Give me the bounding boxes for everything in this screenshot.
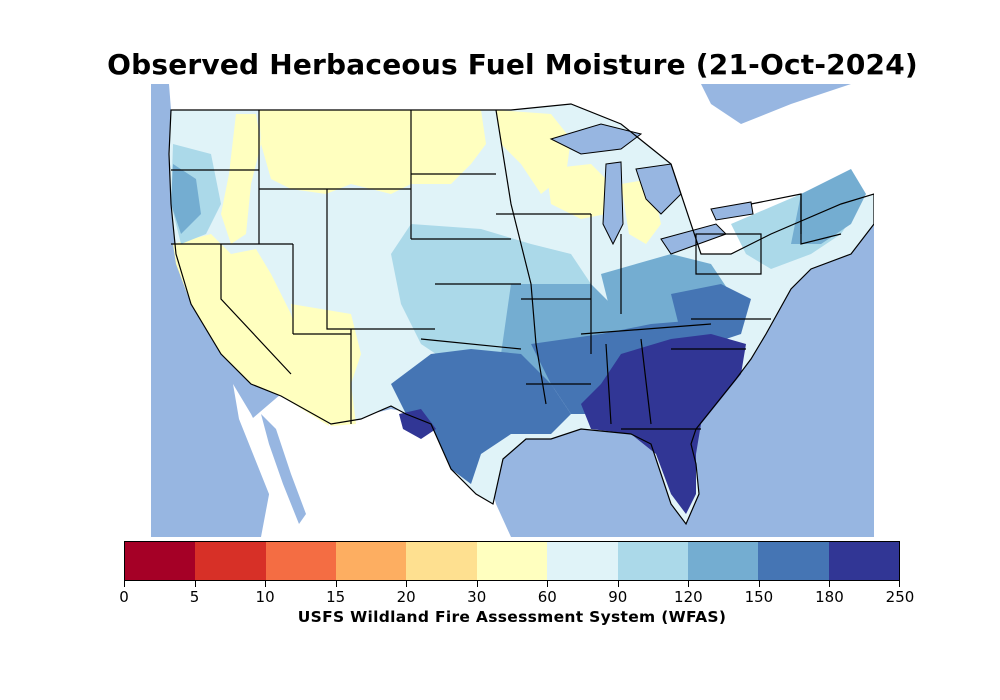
lake-huron: [635, 163, 682, 215]
colorbar-tick-mark: [899, 581, 900, 587]
region-texas-wettest: [399, 409, 436, 439]
colorbar-tick-label: 10: [255, 588, 275, 606]
colorbar-tick-mark: [829, 581, 831, 587]
baja-land: [233, 384, 301, 537]
region-new-england: [791, 169, 866, 244]
line-ok-tx: [420, 338, 522, 350]
colorbar-tick-mark: [335, 581, 337, 587]
region-wisconsin-dry: [546, 164, 611, 219]
colorbar-tick-label: 60: [537, 588, 557, 606]
colorbar-tick-mark: [617, 581, 619, 587]
colorbar-caption: USFS Wildland Fire Assessment System (WF…: [297, 608, 727, 626]
colorbar-segment: [406, 542, 477, 580]
colorbar-tick-mark: [547, 581, 549, 587]
line-mississippi: [495, 109, 547, 405]
colorbar-tick-label: 250: [885, 588, 915, 606]
colorbar-segment: [476, 542, 548, 580]
line-ky-tn: [580, 323, 712, 335]
colorbar-segment: [687, 542, 759, 580]
lake-ontario: [710, 201, 754, 221]
colorbar-segment: [758, 542, 829, 580]
us-map: [151, 84, 874, 537]
colorbar-tick-mark: [406, 581, 408, 587]
colorbar-tick-label: 120: [674, 588, 703, 606]
colorbar-segment: [195, 542, 266, 580]
region-southeast-wettest: [581, 334, 746, 514]
colorbar-segment: [547, 542, 618, 580]
colorbar-tick-mark: [194, 581, 196, 587]
colorbar-segment: [617, 542, 688, 580]
colorbar-tick-mark: [476, 581, 478, 587]
line-al-ga: [640, 338, 652, 425]
colorbar-tick-label: 180: [815, 588, 844, 606]
lake-superior: [549, 123, 643, 155]
region-texas-wet: [391, 349, 571, 484]
line-wy-co: [326, 189, 435, 330]
colorbar-tick-mark: [265, 581, 267, 587]
line-new-england: [800, 194, 842, 245]
colorbar-tick-label: 20: [396, 588, 416, 606]
line-ca-nv: [220, 244, 292, 375]
figure-title: Observed Herbaceous Fuel Moisture (21-Oc…: [107, 48, 918, 81]
colorbar-segment: [265, 542, 337, 580]
region-west-dry: [173, 234, 329, 426]
canada-land: [169, 84, 874, 254]
conus-outline: [168, 103, 874, 526]
colorbar: [124, 541, 900, 581]
region-montana-dry: [259, 110, 486, 194]
colorbar-segment: [828, 542, 899, 580]
colorbar-tick-label: 5: [189, 588, 200, 606]
colorbar-tick-label: 0: [119, 588, 129, 606]
region-idaho-dry: [221, 114, 261, 244]
gulf-of-california: [261, 414, 306, 524]
colorbar-tick-mark: [688, 581, 690, 587]
colorbar-tick-mark: [758, 581, 760, 587]
colorbar-tick-label: 30: [467, 588, 487, 606]
region-appalachia: [671, 284, 751, 344]
line-ms-al: [605, 343, 612, 425]
colorbar-tick-label: 90: [608, 588, 628, 606]
colorbar-segment: [336, 542, 407, 580]
colorbar-segment: [125, 542, 196, 580]
state-boundaries: [168, 103, 874, 526]
colorbar-tick-label: 150: [744, 588, 774, 606]
lake-michigan: [602, 161, 624, 246]
line-pa: [695, 233, 762, 275]
colorbar-tick-mark: [124, 581, 125, 587]
region-pnw-wet: [171, 164, 201, 234]
colorbar-tick-label: 15: [326, 588, 346, 606]
colorbar-ticks: 0 5 10 15 20 30 60 90 120 150 180 250: [119, 581, 914, 607]
